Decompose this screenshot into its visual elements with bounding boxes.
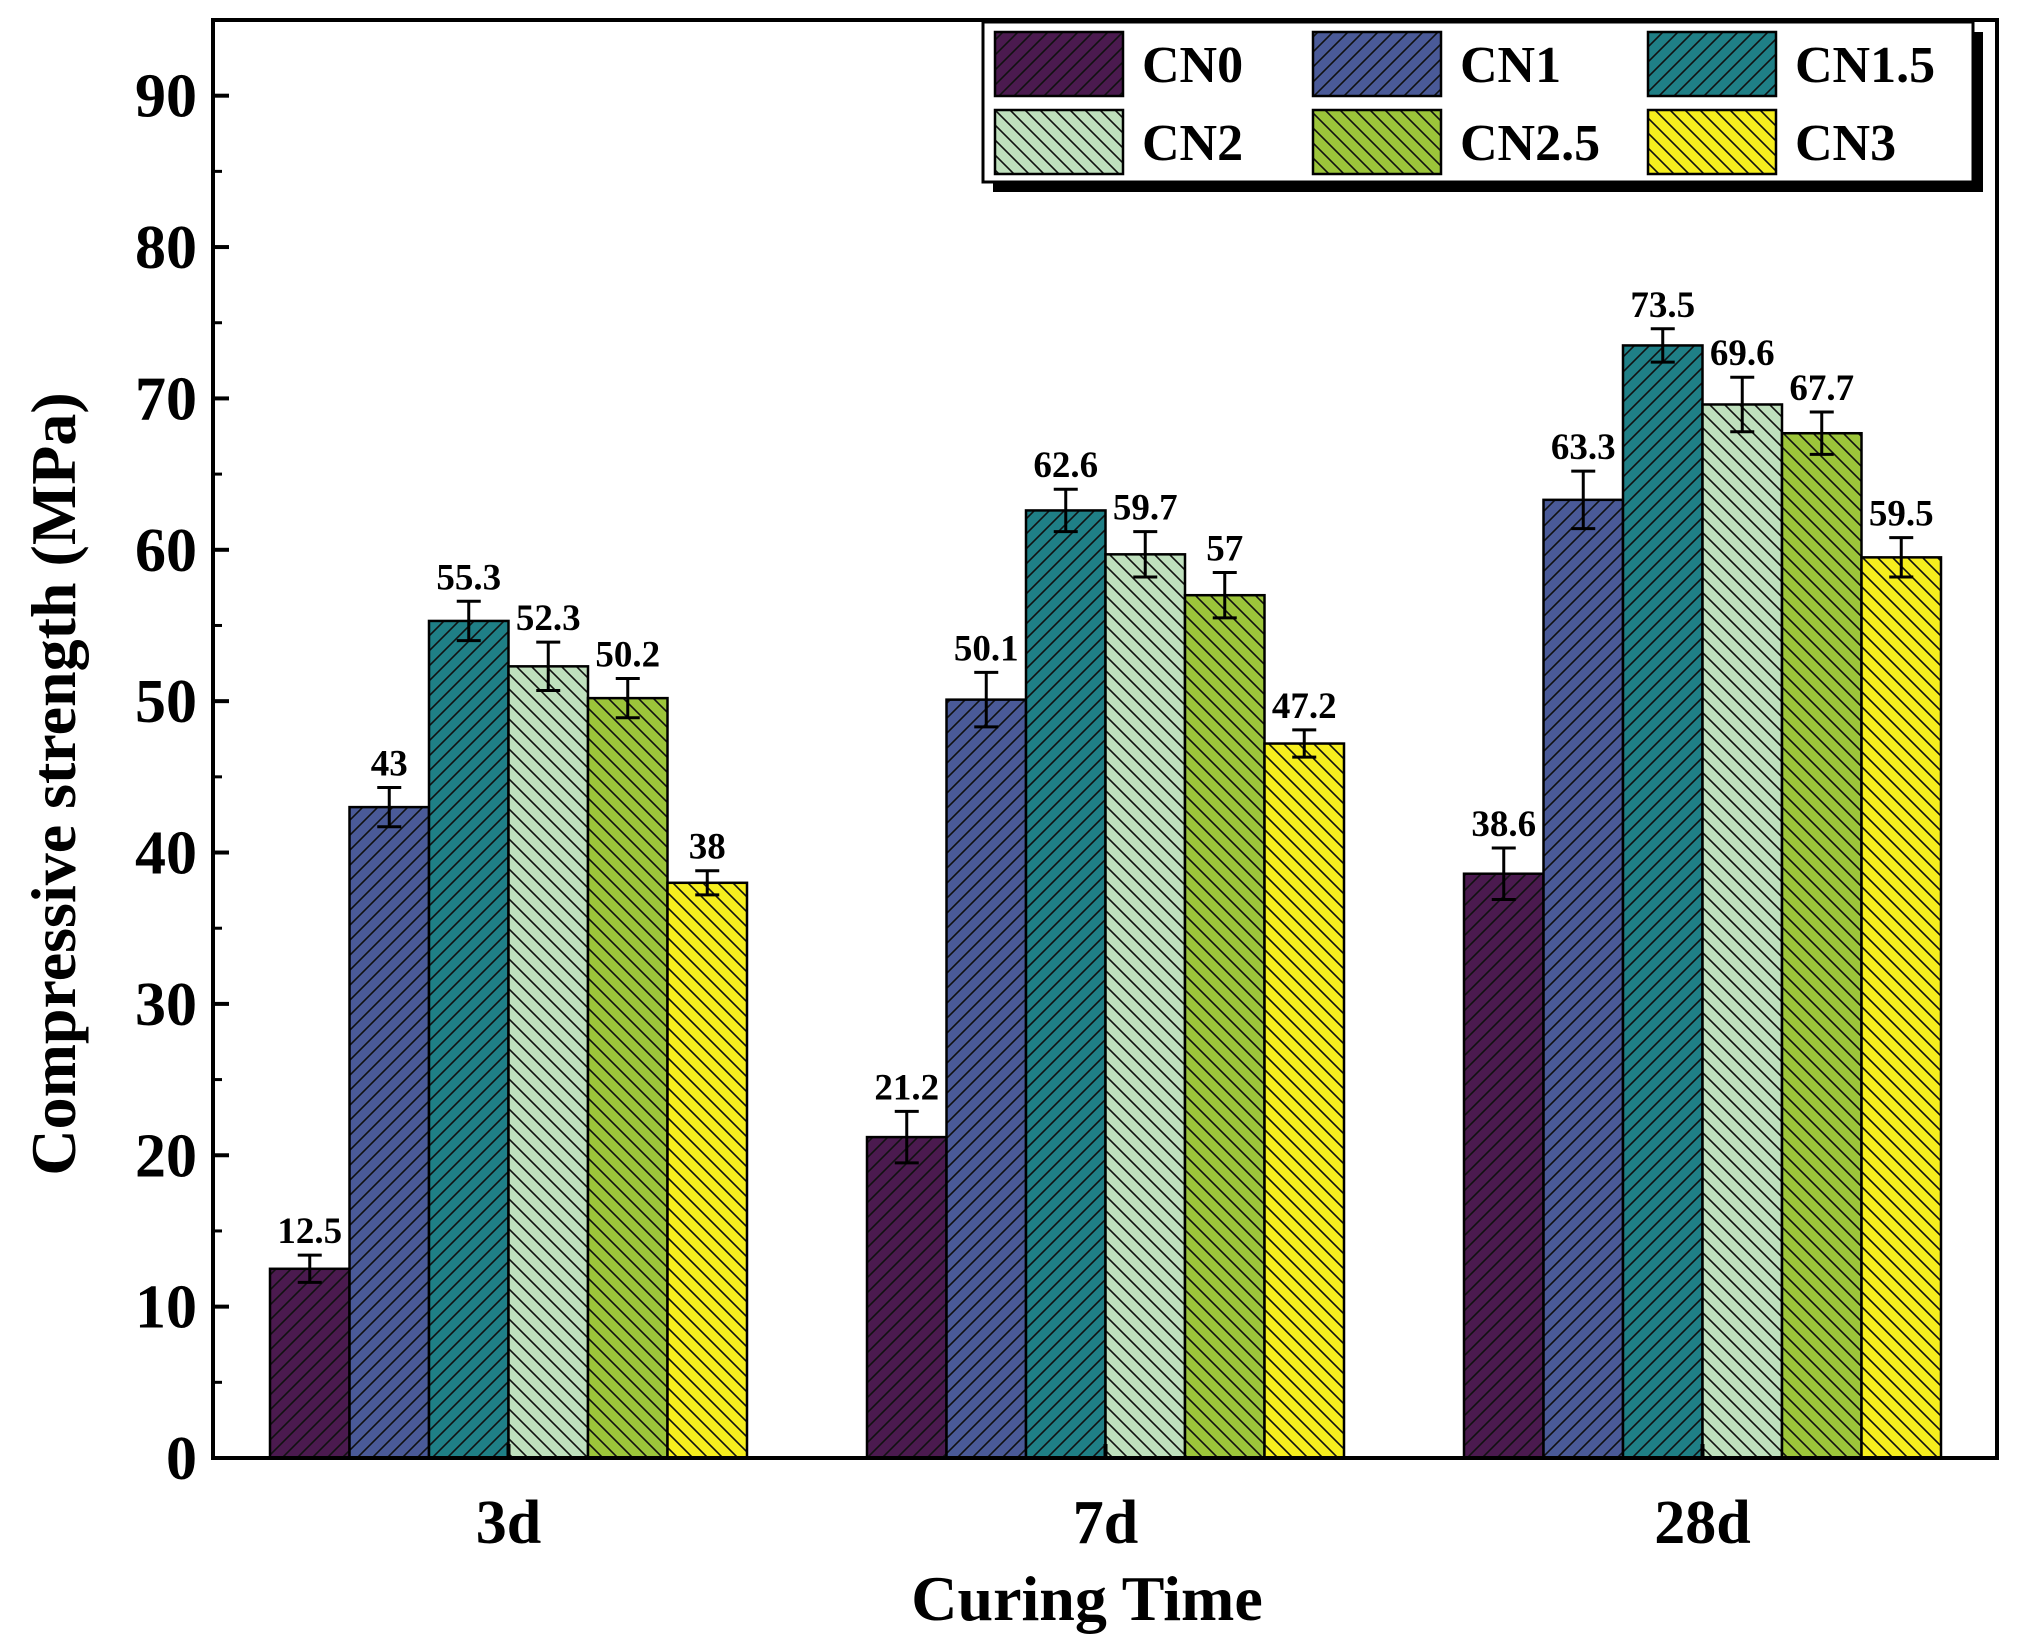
error-bar-cn3-3d bbox=[695, 869, 720, 897]
legend-swatch-cn3 bbox=[1646, 108, 1778, 176]
bars-layer bbox=[268, 344, 1943, 1460]
y-axis-title: Compressive strength (MPa) bbox=[18, 392, 89, 1175]
bar-cn1-5-28d bbox=[1621, 344, 1704, 1460]
legend-label-cn0: CN0 bbox=[1142, 37, 1243, 94]
data-label-cn1-5-28d: 73.5 bbox=[1630, 285, 1695, 326]
error-bar-cn2-3d bbox=[536, 640, 561, 693]
errorbars-layer bbox=[297, 327, 1914, 1284]
legend-swatch-cn0 bbox=[993, 30, 1125, 98]
error-bar-cn1-5-7d bbox=[1053, 487, 1078, 534]
bar-cn0-7d bbox=[865, 1135, 948, 1460]
data-label-cn2-28d: 69.6 bbox=[1710, 333, 1775, 374]
error-bar-cn2-5-28d bbox=[1809, 410, 1834, 456]
data-label-cn0-28d: 38.6 bbox=[1471, 804, 1536, 845]
data-label-cn1-7d: 50.1 bbox=[954, 628, 1019, 669]
bar-cn3-3d bbox=[666, 881, 749, 1460]
y-tick-label-50: 50 bbox=[135, 668, 197, 736]
bar-cn1-7d bbox=[945, 698, 1028, 1460]
legend-item-cn3: CN3 bbox=[1646, 108, 1896, 176]
legend-label-cn2: CN2 bbox=[1142, 115, 1243, 172]
data-labels-layer: 12.5 43 55.3 52.3 50.2 38 21.2 50.1 62.6 59.7 57 47… bbox=[277, 285, 1933, 1252]
bar-cn0-3d bbox=[268, 1267, 351, 1460]
y-tick-label-80: 80 bbox=[135, 214, 197, 282]
x-tick-label-7d: 7d bbox=[1073, 1489, 1138, 1557]
error-bar-cn2-5-3d bbox=[615, 676, 640, 720]
y-tick-label-70: 70 bbox=[135, 365, 197, 433]
data-label-cn3-7d: 47.2 bbox=[1272, 686, 1337, 727]
bar-cn0-28d bbox=[1462, 872, 1545, 1460]
legend-items: CN0 CN1 CN1.5 CN2 CN2.5 CN3 bbox=[993, 30, 1935, 176]
bar-cn2-5-7d bbox=[1183, 593, 1266, 1460]
data-label-cn2-5-28d: 67.7 bbox=[1789, 368, 1854, 409]
error-bar-cn2-5-7d bbox=[1212, 570, 1237, 620]
error-bar-cn1-5-3d bbox=[456, 599, 481, 643]
data-label-cn0-3d: 12.5 bbox=[277, 1211, 342, 1252]
data-label-cn1-5-7d: 62.6 bbox=[1033, 445, 1098, 486]
data-label-cn3-28d: 59.5 bbox=[1869, 494, 1934, 535]
y-tick-label-90: 90 bbox=[135, 63, 197, 131]
bar-cn2-3d bbox=[507, 665, 590, 1460]
error-bar-cn3-7d bbox=[1292, 728, 1317, 759]
y-tick-label-20: 20 bbox=[135, 1122, 197, 1190]
legend-item-cn1-5: CN1.5 bbox=[1646, 30, 1935, 98]
data-label-cn2-5-3d: 50.2 bbox=[595, 634, 660, 675]
data-label-cn2-3d: 52.3 bbox=[516, 598, 581, 639]
error-bar-cn0-3d bbox=[297, 1253, 322, 1284]
error-bar-cn1-5-28d bbox=[1650, 327, 1675, 364]
error-bar-cn3-28d bbox=[1889, 536, 1914, 579]
x-tick-label-28d: 28d bbox=[1654, 1489, 1750, 1557]
bar-cn2-7d bbox=[1104, 553, 1187, 1460]
data-label-cn2-7d: 59.7 bbox=[1113, 488, 1178, 529]
legend-item-cn1: CN1 bbox=[1311, 30, 1561, 98]
error-bar-cn2-7d bbox=[1133, 530, 1158, 579]
data-label-cn1-28d: 63.3 bbox=[1551, 427, 1616, 468]
legend-item-cn0: CN0 bbox=[993, 30, 1243, 98]
legend-label-cn2-5: CN2.5 bbox=[1460, 115, 1600, 172]
legend-box bbox=[981, 20, 1975, 184]
legend-item-cn2: CN2 bbox=[993, 108, 1243, 176]
bar-cn3-28d bbox=[1860, 556, 1943, 1460]
y-tick-label-10: 10 bbox=[135, 1274, 197, 1342]
data-label-cn1-5-3d: 55.3 bbox=[436, 557, 501, 598]
x-axis-title: Curing Time bbox=[911, 1563, 1262, 1634]
legend-swatch-cn1 bbox=[1311, 30, 1443, 98]
y-axis: 0 10 20 30 40 50 60 70 80 90 bbox=[135, 63, 229, 1493]
legend-swatch-cn2-5 bbox=[1311, 108, 1443, 176]
error-bar-cn0-28d bbox=[1491, 846, 1516, 901]
bar-cn2-28d bbox=[1701, 403, 1784, 1460]
bar-cn1-28d bbox=[1542, 498, 1625, 1460]
legend-swatch-cn1-5 bbox=[1646, 30, 1778, 98]
data-label-cn1-3d: 43 bbox=[371, 743, 408, 784]
bar-cn1-5-3d bbox=[427, 619, 510, 1460]
legend: CN0 CN1 CN1.5 CN2 CN2.5 CN3 bbox=[981, 20, 1983, 192]
legend-item-cn2-5: CN2.5 bbox=[1311, 108, 1600, 176]
data-label-cn0-7d: 21.2 bbox=[874, 1067, 939, 1108]
x-axis: 3d 7d 28d bbox=[476, 1444, 1751, 1557]
error-bar-cn0-7d bbox=[894, 1109, 919, 1165]
y-tick-label-30: 30 bbox=[135, 971, 197, 1039]
error-bar-cn1-28d bbox=[1571, 469, 1596, 531]
bar-cn2-5-28d bbox=[1780, 431, 1863, 1460]
error-bar-cn1-3d bbox=[377, 785, 402, 829]
bar-cn3-7d bbox=[1263, 742, 1346, 1460]
y-tick-label-40: 40 bbox=[135, 820, 197, 888]
y-tick-label-60: 60 bbox=[135, 517, 197, 585]
y-tick-label-0: 0 bbox=[166, 1425, 197, 1493]
bar-cn2-5-3d bbox=[586, 696, 669, 1460]
data-label-cn3-3d: 38 bbox=[689, 827, 726, 868]
error-bar-cn1-7d bbox=[974, 670, 999, 729]
error-bar-cn2-28d bbox=[1730, 375, 1755, 434]
bar-cn1-5-7d bbox=[1024, 509, 1107, 1460]
bar-cn1-3d bbox=[348, 805, 431, 1460]
legend-label-cn3: CN3 bbox=[1795, 115, 1896, 172]
data-label-cn2-5-7d: 57 bbox=[1206, 528, 1243, 569]
legend-label-cn1: CN1 bbox=[1460, 37, 1561, 94]
legend-swatch-cn2 bbox=[993, 108, 1125, 176]
legend-label-cn1-5: CN1.5 bbox=[1795, 37, 1935, 94]
x-tick-label-3d: 3d bbox=[476, 1489, 541, 1557]
